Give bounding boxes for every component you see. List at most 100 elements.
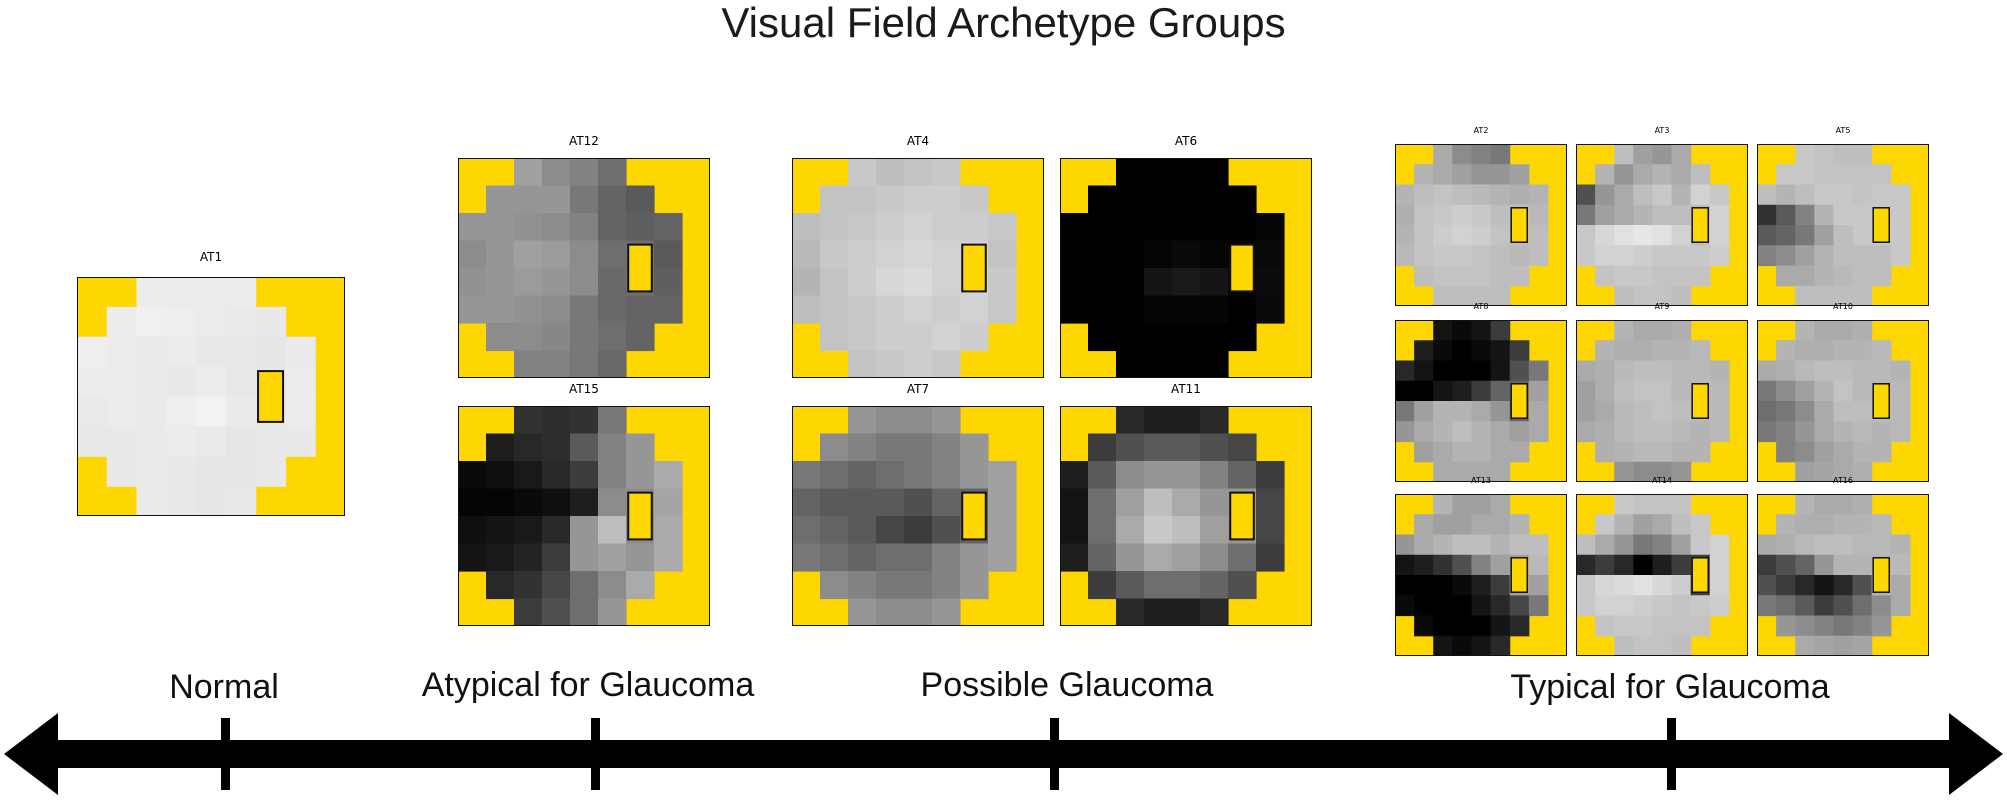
field-cell xyxy=(1852,340,1873,362)
archetype-panel-at13: AT13 xyxy=(1395,476,1567,656)
field-cell xyxy=(848,350,877,378)
field-cell xyxy=(960,185,989,214)
field-cell xyxy=(1200,461,1229,490)
field-cell xyxy=(1471,421,1492,443)
blind-spot-marker xyxy=(1872,557,1890,593)
field-cell xyxy=(255,426,287,457)
field-cell xyxy=(1088,323,1117,352)
field-cell xyxy=(1200,213,1229,242)
field-cell xyxy=(904,571,933,600)
blind-spot-marker xyxy=(1872,383,1890,419)
field-cell xyxy=(876,406,905,435)
field-cell xyxy=(1852,441,1873,463)
field-cell xyxy=(1833,494,1854,515)
field-cell xyxy=(820,213,849,242)
field-cell xyxy=(1490,245,1511,267)
field-cell xyxy=(1871,615,1892,637)
field-cell xyxy=(1671,265,1692,287)
field-cell xyxy=(1116,461,1145,490)
field-cell xyxy=(1871,514,1892,536)
field-cell xyxy=(1671,360,1692,382)
field-cell xyxy=(1757,534,1777,556)
field-cell xyxy=(848,406,877,435)
field-cell xyxy=(196,426,227,457)
blind-spot-marker xyxy=(1229,491,1255,541)
archetype-label: AT6 xyxy=(1174,134,1198,148)
blind-spot-marker xyxy=(1510,557,1528,593)
field-cell xyxy=(1088,240,1117,269)
field-cell xyxy=(1614,554,1634,576)
field-cell xyxy=(932,488,961,517)
field-cell xyxy=(1490,360,1511,382)
field-cell xyxy=(1144,598,1173,626)
field-cell xyxy=(1576,360,1596,382)
field-cell xyxy=(1614,534,1634,556)
field-cell xyxy=(1633,514,1654,536)
field-cell xyxy=(1814,441,1835,463)
field-frame xyxy=(1757,144,1929,306)
field-cell xyxy=(1490,595,1511,617)
field-cell xyxy=(514,295,543,324)
field-cell xyxy=(598,240,627,269)
field-cell xyxy=(486,240,515,269)
field-cell xyxy=(1795,461,1815,482)
field-cell xyxy=(1471,360,1492,382)
field-cell xyxy=(1172,213,1201,242)
field-frame xyxy=(792,158,1044,378)
field-cell xyxy=(1228,295,1257,324)
field-cell xyxy=(77,366,108,398)
field-cell xyxy=(225,366,257,398)
field-cell xyxy=(1671,245,1692,267)
field-cell xyxy=(1471,575,1492,596)
archetype-panel-at6: AT6 xyxy=(1060,134,1312,378)
field-cell xyxy=(1614,360,1634,382)
field-cell xyxy=(1795,340,1815,362)
field-cell xyxy=(1890,204,1911,226)
visual-field-grid xyxy=(1395,144,1567,306)
field-cell xyxy=(1144,240,1173,269)
field-cell xyxy=(486,571,515,600)
field-cell xyxy=(988,240,1017,269)
field-cell xyxy=(1776,380,1796,402)
field-cell xyxy=(1471,320,1492,341)
field-cell xyxy=(1144,543,1173,572)
field-cell xyxy=(1528,380,1549,402)
field-cell xyxy=(1509,360,1530,382)
field-cell xyxy=(77,426,108,457)
field-cell xyxy=(932,406,961,435)
field-cell xyxy=(932,461,961,490)
field-cell xyxy=(1471,204,1492,226)
field-cell xyxy=(1652,421,1673,443)
field-cell xyxy=(1595,575,1615,596)
field-cell xyxy=(1471,265,1492,287)
field-cell xyxy=(166,426,197,457)
field-cell xyxy=(1452,245,1473,267)
field-cell xyxy=(1088,185,1117,214)
field-cell xyxy=(904,268,933,297)
field-cell xyxy=(1671,144,1692,165)
field-cell xyxy=(1795,534,1815,556)
field-cell xyxy=(1172,295,1201,324)
field-cell xyxy=(1852,421,1873,443)
field-cell xyxy=(570,350,599,378)
field-cell xyxy=(1144,571,1173,600)
field-cell xyxy=(1709,245,1730,267)
field-cell xyxy=(514,323,543,352)
field-cell xyxy=(1795,554,1815,576)
axis-tick-normal xyxy=(221,718,230,790)
field-cell xyxy=(654,488,683,517)
field-cell xyxy=(820,516,849,545)
field-cell xyxy=(1256,213,1285,242)
field-cell xyxy=(285,426,316,457)
field-cell xyxy=(820,488,849,517)
field-cell xyxy=(848,240,877,269)
field-cell xyxy=(876,350,905,378)
field-cell xyxy=(1795,265,1815,287)
field-cell xyxy=(1490,494,1511,515)
field-cell xyxy=(225,456,257,487)
field-cell xyxy=(1814,320,1835,341)
field-cell xyxy=(1709,225,1730,246)
field-cell xyxy=(106,456,138,487)
field-cell xyxy=(1395,360,1415,382)
field-frame xyxy=(1576,320,1748,482)
